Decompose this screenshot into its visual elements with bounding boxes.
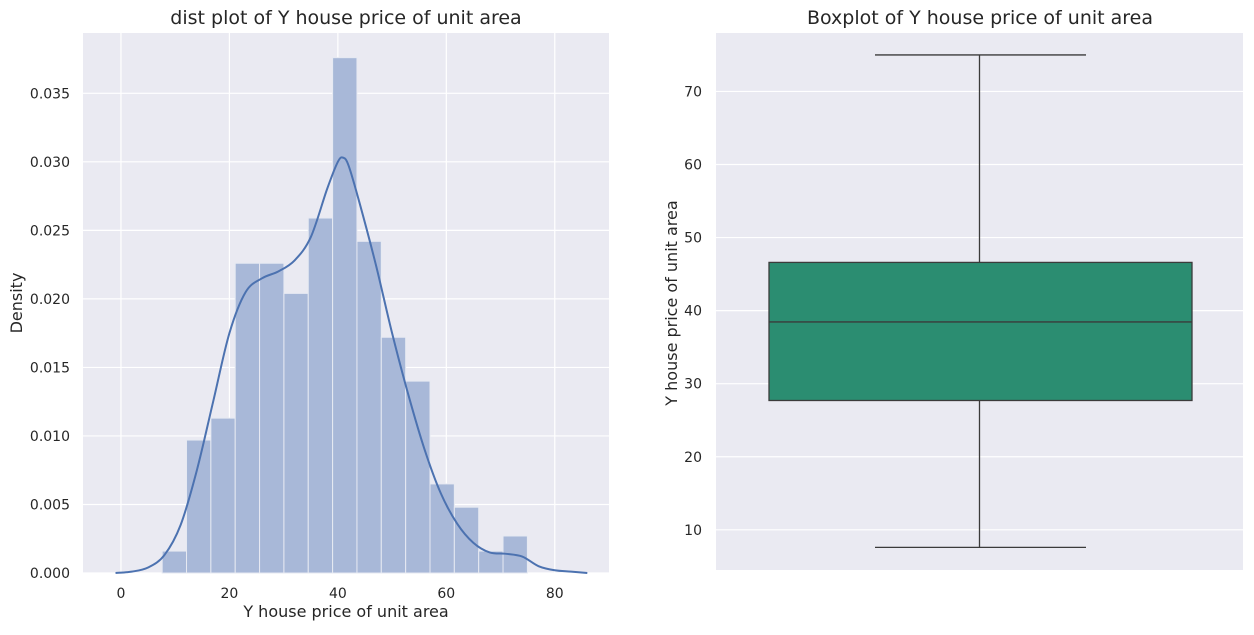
dist-xlabel: Y house price of unit area (242, 602, 448, 621)
dist-x-tick-label: 40 (329, 586, 347, 602)
dist-title: dist plot of Y house price of unit area (170, 7, 521, 29)
histogram-bar (307, 217, 334, 574)
histogram-bar (283, 292, 309, 574)
box-title: Boxplot of Y house price of unit area (807, 7, 1153, 29)
histogram-bar (259, 262, 285, 574)
dist-y-tick-label: 0.025 (30, 223, 70, 239)
dist-x-tick-label: 60 (437, 586, 455, 602)
dist-y-tick-label: 0.020 (30, 292, 70, 308)
iqr-box (768, 261, 1193, 402)
box-chart: 10 20 30 40 50 60 70 Boxplot of Y house price … (662, 7, 1243, 570)
dist-chart: 0 20 40 60 80 0.000 0.005 0.010 0.015 0.020 0.025… (7, 7, 609, 621)
dist-y-tick-label: 0.010 (30, 429, 70, 445)
histogram-bar (453, 506, 480, 574)
box-y-tick-label: 70 (684, 84, 702, 100)
dist-y-tick-label: 0.015 (30, 360, 70, 376)
dist-kde-line (115, 156, 588, 574)
dist-y-tick-label: 0.035 (30, 86, 70, 102)
histogram-bar (332, 57, 358, 574)
box-ylabel: Y house price of unit area (662, 200, 681, 406)
box-body (768, 54, 1193, 549)
dist-x-tick-label: 80 (546, 586, 564, 602)
box-y-tick-label: 10 (684, 523, 702, 539)
box-y-ticks: 10 20 30 40 50 60 70 (684, 84, 702, 538)
dist-ylabel: Density (7, 273, 26, 334)
histogram-bar (405, 380, 431, 574)
box-y-tick-label: 50 (684, 231, 702, 247)
box-y-tick-label: 20 (684, 450, 702, 466)
dist-y-tick-label: 0.005 (30, 497, 70, 513)
dist-y-tick-label: 0.030 (30, 155, 70, 171)
box-y-tick-label: 30 (684, 377, 702, 393)
dist-x-ticks: 0 20 40 60 80 (116, 586, 563, 602)
box-y-tick-label: 40 (684, 304, 702, 320)
dist-x-tick-label: 0 (116, 586, 125, 602)
histogram-bar (356, 240, 382, 574)
histogram-bar (234, 262, 261, 574)
dist-x-tick-label: 20 (220, 586, 238, 602)
dist-bars (161, 57, 528, 574)
histogram-bar (429, 483, 455, 574)
dist-y-ticks: 0.000 0.005 0.010 0.015 0.020 0.025 0.030 0.035 (30, 86, 70, 582)
dist-y-tick-label: 0.000 (30, 566, 70, 582)
box-y-tick-label: 60 (684, 158, 702, 174)
histogram-bar (210, 417, 236, 574)
